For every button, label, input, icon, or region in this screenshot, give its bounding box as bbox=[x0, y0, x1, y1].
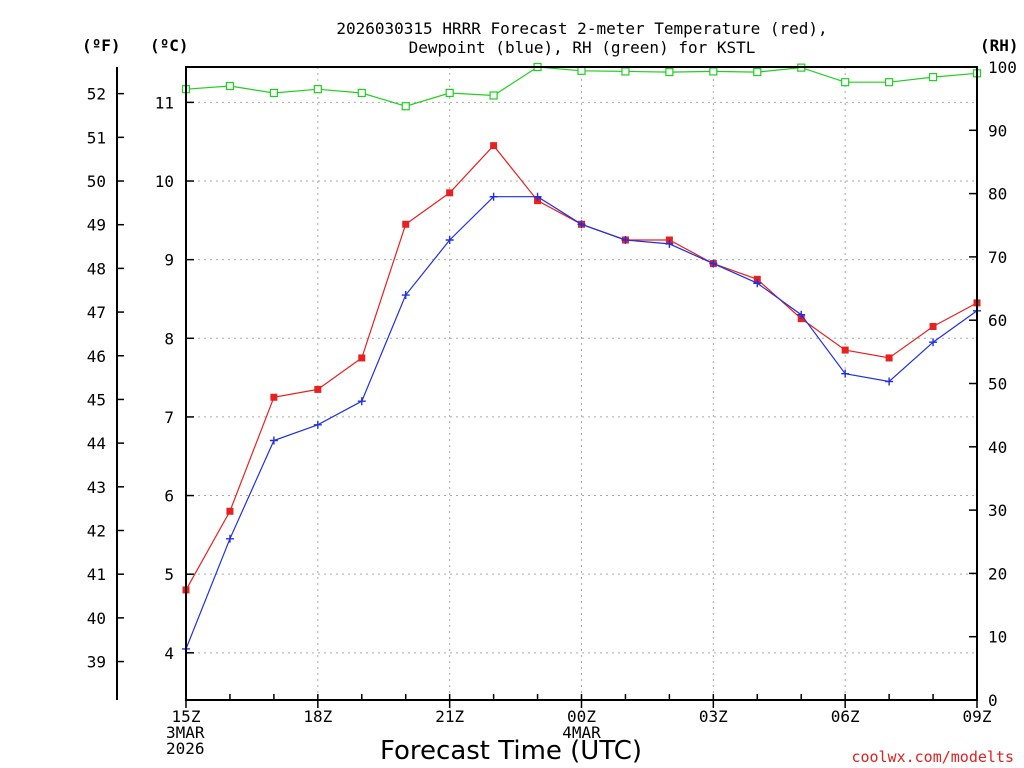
rh-point bbox=[357, 88, 366, 98]
rh-axis: 0 10 20 30 40 50 60 70 80 90 100 bbox=[969, 58, 1017, 710]
fahrenheit-tick-label: 44 bbox=[87, 434, 106, 453]
celsius-tick-label: 10 bbox=[155, 172, 174, 191]
rh-point bbox=[753, 67, 762, 77]
temperature-point bbox=[270, 393, 278, 401]
time-tick-label: 00Z bbox=[567, 707, 596, 726]
rh-tick-label: 50 bbox=[988, 375, 1007, 394]
fahrenheit-tick-label: 48 bbox=[87, 259, 106, 278]
rh-tick-label: 70 bbox=[988, 248, 1007, 267]
fahrenheit-tick-label: 47 bbox=[87, 303, 106, 322]
rh-point bbox=[577, 66, 586, 75]
celsius-unit-label: (ºC) bbox=[150, 36, 189, 55]
rh-point bbox=[665, 67, 674, 77]
temperature-point bbox=[226, 507, 234, 515]
dewpoint-point bbox=[841, 369, 850, 378]
fahrenheit-tick-label: 51 bbox=[87, 128, 106, 147]
rh-point bbox=[489, 91, 498, 100]
rh-point bbox=[445, 88, 454, 98]
chart-title-line-1: 2026030315 HRRR Forecast 2-meter Tempera… bbox=[336, 19, 827, 38]
celsius-tick-label: 5 bbox=[164, 565, 174, 584]
dewpoint-point bbox=[313, 420, 322, 429]
dewpoint-point bbox=[797, 310, 806, 319]
temperature-point bbox=[402, 220, 410, 228]
celsius-tick-label: 11 bbox=[155, 93, 174, 112]
dewpoint-point bbox=[401, 291, 410, 300]
fahrenheit-tick-label: 52 bbox=[87, 85, 106, 104]
time-tick-label: 3MAR bbox=[166, 723, 205, 742]
celsius-tick-label: 8 bbox=[164, 329, 174, 348]
temperature-point bbox=[929, 322, 937, 330]
time-tick-label: 03Z bbox=[699, 707, 728, 726]
dewpoint-point bbox=[885, 377, 894, 386]
dewpoint-point bbox=[269, 436, 278, 445]
celsius-tick-label: 6 bbox=[164, 487, 174, 506]
celsius-tick-label: 9 bbox=[164, 251, 174, 270]
rh-tick-label: 90 bbox=[988, 121, 1007, 140]
time-tick-label: 15Z bbox=[172, 707, 201, 726]
temperature-point bbox=[490, 142, 498, 150]
fahrenheit-tick-label: 45 bbox=[87, 390, 106, 409]
fahrenheit-tick-label: 50 bbox=[87, 172, 106, 191]
time-tick-label: 21Z bbox=[435, 707, 464, 726]
dewpoint-point bbox=[225, 534, 234, 543]
grid-lines bbox=[186, 67, 977, 700]
dewpoint-point bbox=[621, 235, 630, 244]
dewpoint-point bbox=[577, 220, 586, 229]
rh-point bbox=[928, 73, 938, 82]
plot-frame bbox=[185, 66, 978, 701]
rh-point bbox=[841, 78, 850, 87]
temperature-point bbox=[841, 346, 849, 354]
celsius-tick-label: 7 bbox=[164, 408, 174, 427]
x-axis-label: Forecast Time (UTC) bbox=[380, 736, 642, 766]
rh-point bbox=[401, 102, 410, 111]
fahrenheit-tick-label: 41 bbox=[87, 565, 106, 584]
time-tick-label: 2026 bbox=[166, 739, 205, 758]
fahrenheit-tick-label: 42 bbox=[87, 522, 106, 541]
rh-tick-label: 10 bbox=[988, 628, 1007, 647]
time-tick-label: 18Z bbox=[303, 707, 332, 726]
rh-point bbox=[269, 88, 278, 98]
chart-title-line-2: Dewpoint (blue), RH (green) for KSTL bbox=[409, 38, 756, 57]
dewpoint-point bbox=[753, 279, 762, 288]
rh-tick-label: 100 bbox=[988, 58, 1017, 77]
rh-tick-label: 40 bbox=[988, 438, 1007, 457]
temperature-point bbox=[358, 354, 366, 362]
time-tick-label: 4MAR bbox=[562, 723, 601, 742]
fahrenheit-tick-label: 46 bbox=[87, 347, 106, 366]
celsius-tick-label: 4 bbox=[164, 644, 174, 663]
rh-unit-label: (RH) bbox=[980, 36, 1019, 55]
dewpoint-point bbox=[445, 235, 454, 244]
dewpoint-point bbox=[489, 192, 498, 201]
dewpoint-point bbox=[357, 397, 366, 406]
fahrenheit-tick-label: 43 bbox=[87, 478, 106, 497]
dewpoint-point bbox=[533, 192, 542, 201]
dewpoint-point bbox=[709, 259, 718, 268]
rh-tick-label: 30 bbox=[988, 501, 1007, 520]
credit-text: coolwx.com/modelts bbox=[851, 748, 1014, 766]
fahrenheit-tick-label: 40 bbox=[87, 609, 106, 628]
rh-point bbox=[225, 81, 235, 91]
rh-tick-label: 80 bbox=[988, 185, 1007, 204]
fahrenheit-tick-label: 39 bbox=[87, 653, 106, 672]
celsius-axis: 4 5 6 7 8 9 10 11 bbox=[155, 93, 194, 663]
rh-point bbox=[709, 67, 718, 76]
rh-point bbox=[313, 85, 322, 94]
time-tick-label: 06Z bbox=[831, 707, 860, 726]
rh-point bbox=[885, 78, 894, 87]
dewpoint-point bbox=[665, 239, 674, 248]
rh-tick-label: 0 bbox=[988, 691, 998, 710]
time-tick-label: 09Z bbox=[963, 707, 992, 726]
rh-point bbox=[621, 67, 630, 76]
rh-tick-label: 60 bbox=[988, 311, 1007, 330]
fahrenheit-unit-label: (ºF) bbox=[82, 36, 121, 55]
temperature-point bbox=[446, 189, 454, 197]
fahrenheit-tick-label: 49 bbox=[87, 216, 106, 235]
temperature-point bbox=[885, 354, 893, 362]
fahrenheit-axis: 39 40 41 42 43 44 45 46 47 48 49 50 51 52 bbox=[87, 67, 124, 700]
rh-tick-label: 20 bbox=[988, 564, 1007, 583]
dewpoint-point bbox=[929, 338, 938, 347]
temperature-point bbox=[314, 385, 322, 393]
